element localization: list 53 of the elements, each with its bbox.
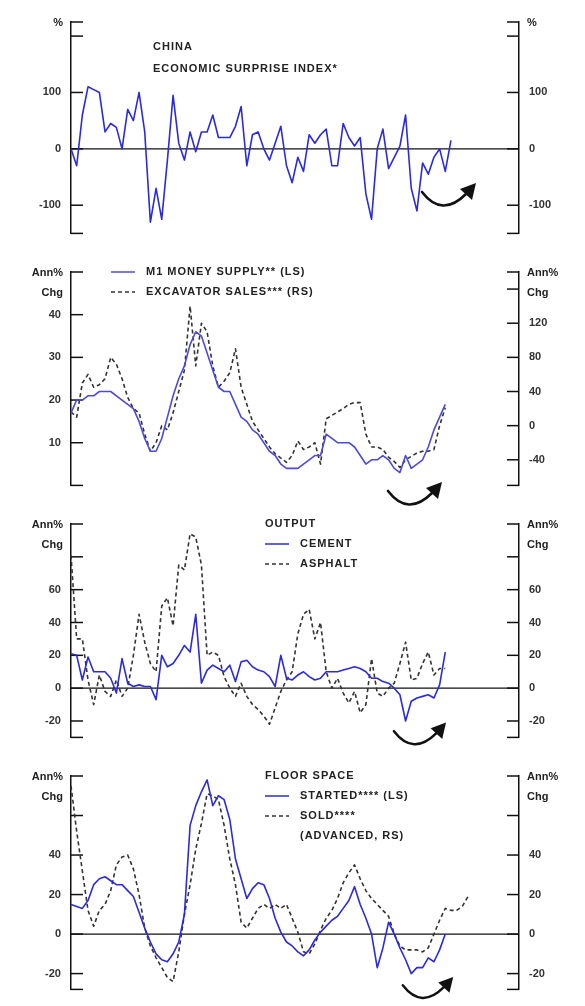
- y2-tick-label: 40: [529, 615, 542, 628]
- legend-label: ASPHALT: [300, 557, 359, 570]
- y-tick-label: 40: [48, 848, 61, 861]
- y2-tick-label: -40: [529, 452, 545, 465]
- y2-tick-label: 0: [529, 141, 536, 154]
- y2-tick-label: 20: [529, 648, 542, 661]
- y-tick-label: 0: [54, 927, 61, 940]
- y2-tick-label: 0: [529, 681, 536, 694]
- y-tick-label: 0: [54, 141, 61, 154]
- legend-title: OUTPUT: [265, 517, 317, 530]
- line-series: [70, 533, 447, 726]
- y2-tick-label: -20: [529, 966, 545, 979]
- y-tick-label: 10: [48, 435, 61, 448]
- y2-tick-label: 80: [529, 350, 542, 363]
- text: CHINA: [153, 40, 193, 53]
- y2-tick-label: 40: [529, 848, 542, 861]
- legend-label: SOLD**** (ADVANCED, RS): [300, 809, 405, 842]
- legend-label: CEMENT: [300, 537, 353, 550]
- legend-label: EXCAVATOR SALES*** (RS): [146, 285, 314, 298]
- y2-axis-title: Ann% Chg: [527, 770, 559, 803]
- y2-tick-label: -20: [529, 714, 545, 727]
- y2-tick-label: 100: [529, 85, 548, 98]
- y-tick-label: 20: [48, 393, 61, 406]
- y-tick-label: 0: [54, 681, 61, 694]
- y2-tick-label: 120: [529, 316, 548, 329]
- legend-label: M1 MONEY SUPPLY** (LS): [146, 265, 306, 278]
- y-tick-label: 20: [48, 648, 61, 661]
- y-tick-label: 40: [48, 307, 61, 320]
- legend-label: STARTED**** (LS): [300, 789, 409, 802]
- text: ECONOMIC SURPRISE INDEX*: [153, 62, 338, 75]
- y2-axis-title: Ann% Chg: [527, 518, 559, 551]
- y2-tick-label: 0: [529, 927, 536, 940]
- y-tick-label: 20: [48, 887, 61, 900]
- y-tick-label: 40: [48, 615, 61, 628]
- y-tick-label: -100: [38, 198, 61, 211]
- y-tick-label: -20: [45, 966, 61, 979]
- y2-tick-label: 0: [529, 418, 536, 431]
- y2-tick-label: 60: [529, 582, 542, 595]
- line-series: [70, 305, 447, 469]
- y-tick-label: 30: [48, 350, 61, 363]
- y2-tick-label: 20: [529, 887, 542, 900]
- y2-axis-title: Ann% Chg: [527, 266, 559, 299]
- y-axis-title: %: [53, 16, 64, 29]
- y-tick-label: 100: [42, 85, 61, 98]
- y-axis-title: Ann% Chg: [31, 770, 64, 803]
- y2-tick-label: -100: [529, 198, 552, 211]
- y-tick-label: 60: [48, 582, 61, 595]
- y2-axis-title: %: [527, 16, 537, 29]
- y-axis-title: Ann% Chg: [31, 266, 64, 299]
- y2-tick-label: 40: [529, 384, 542, 397]
- y-tick-label: -20: [45, 714, 61, 727]
- legend-title: FLOOR SPACE: [265, 769, 355, 782]
- y-axis-title: Ann% Chg: [31, 518, 64, 551]
